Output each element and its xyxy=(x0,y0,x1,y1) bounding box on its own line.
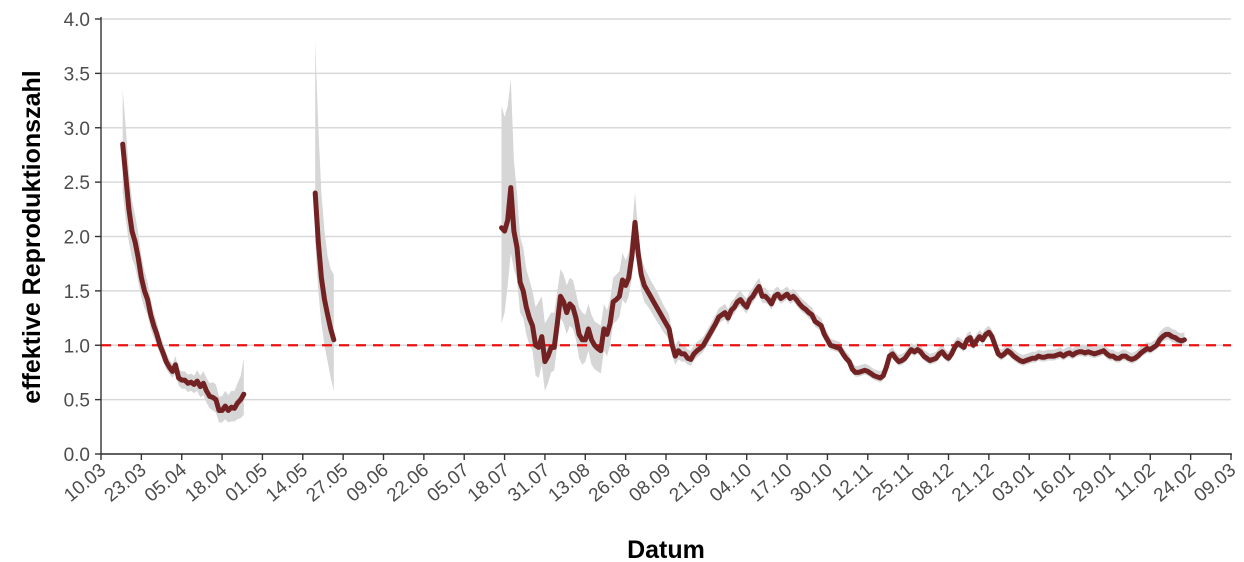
x-tick-label: 03.01 xyxy=(989,460,1039,507)
r-estimate-line xyxy=(499,185,1187,381)
y-axis-title: effektive Reproduktionszahl xyxy=(18,70,46,403)
y-axis-ticks: 0.0 0.5 1.0 1.5 2.0 2.5 3.0 3.5 4.0 xyxy=(64,10,101,466)
y-tick-label: 3.0 xyxy=(64,119,90,140)
x-tick-label: 24.02 xyxy=(1150,460,1200,507)
x-tick-label: 04.10 xyxy=(706,460,756,507)
x-tick-label: 23.03 xyxy=(101,460,151,507)
y-tick-label: 2.5 xyxy=(64,173,90,194)
gridlines xyxy=(101,18,1231,455)
x-axis-title: Datum xyxy=(627,536,705,562)
x-tick-label: 21.09 xyxy=(666,460,716,507)
x-tick-label: 18.07 xyxy=(464,460,514,507)
x-tick-label: 01.05 xyxy=(222,460,272,507)
estimate-lines xyxy=(120,141,1187,413)
x-tick-label: 29.01 xyxy=(1069,460,1119,507)
r-estimate-line xyxy=(312,190,337,343)
y-tick-label: 2.0 xyxy=(64,228,90,249)
r-estimate-line xyxy=(120,141,247,413)
x-tick-label: 31.07 xyxy=(504,460,554,507)
x-tick-label: 21.12 xyxy=(948,460,998,507)
x-axis-ticks: 10.0323.0305.0418.0401.0514.0527.0509.06… xyxy=(60,454,1240,506)
x-tick-label: 12.11 xyxy=(828,460,877,506)
x-tick-label: 09.06 xyxy=(343,460,393,507)
x-tick-label: 08.12 xyxy=(908,460,958,507)
axes xyxy=(100,17,1232,455)
x-tick-label: 14.05 xyxy=(262,460,312,507)
confidence-band xyxy=(122,89,244,423)
confidence-band xyxy=(315,40,334,391)
x-tick-label: 16.01 xyxy=(1029,460,1079,507)
x-tick-label: 09.03 xyxy=(1190,460,1240,507)
x-tick-label: 13.08 xyxy=(545,460,595,507)
y-tick-label: 0.0 xyxy=(64,445,90,466)
y-tick-label: 1.0 xyxy=(64,336,90,357)
x-tick-label: 27.05 xyxy=(302,460,352,507)
confidence-bands xyxy=(122,40,1185,423)
x-tick-label: 22.06 xyxy=(383,460,433,507)
y-tick-label: 0.5 xyxy=(64,391,90,412)
x-tick-label: 08.09 xyxy=(625,460,675,507)
x-tick-label: 11.02 xyxy=(1111,460,1160,506)
x-tick-label: 05.04 xyxy=(141,459,191,506)
x-tick-label: 17.10 xyxy=(746,460,796,507)
y-tick-label: 3.5 xyxy=(64,64,90,85)
x-tick-label: 05.07 xyxy=(424,460,474,507)
y-tick-label: 1.5 xyxy=(64,282,90,303)
y-tick-label: 4.0 xyxy=(64,10,90,31)
x-tick-label: 25.11 xyxy=(869,460,918,506)
x-tick-label: 18.04 xyxy=(181,459,231,506)
x-tick-label: 26.08 xyxy=(585,460,635,507)
x-tick-label: 30.10 xyxy=(787,460,837,507)
x-tick-label: 10.03 xyxy=(60,460,110,507)
